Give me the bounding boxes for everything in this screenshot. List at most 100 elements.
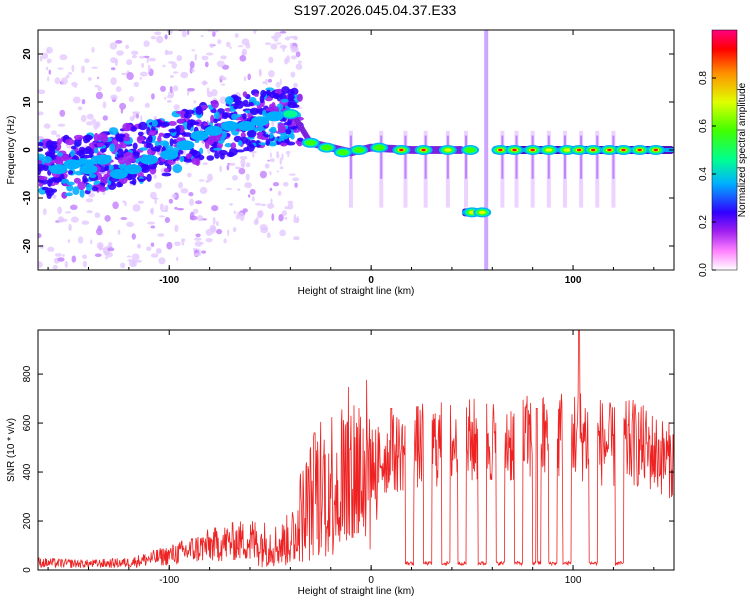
speckle (168, 91, 171, 96)
speckle (237, 188, 241, 191)
speckle (216, 220, 219, 227)
amplitude-blob (621, 148, 626, 152)
speckle (216, 228, 223, 235)
speckle (95, 91, 103, 100)
amplitude-blob (283, 110, 298, 118)
ridge-cell (68, 170, 74, 175)
speckle (234, 33, 239, 38)
ridge-cell (175, 110, 186, 115)
speckle (166, 241, 173, 250)
speckle (68, 223, 72, 232)
speckle (94, 253, 102, 257)
speckle (57, 257, 65, 262)
x-tick-label: 0 (368, 275, 374, 286)
ridge-cell (155, 147, 161, 153)
speckle (38, 283, 41, 287)
ridge-cell (242, 99, 249, 106)
ridge-cell (94, 147, 99, 154)
broadband-streak (484, 30, 489, 270)
speckle (176, 55, 183, 62)
speckle (204, 61, 209, 68)
speckle (254, 203, 262, 206)
speckle (110, 57, 117, 64)
speckle (148, 57, 156, 62)
speckle (232, 175, 238, 181)
ridge-cell (52, 188, 57, 193)
speckle (174, 206, 178, 210)
amplitude-blob (265, 111, 284, 122)
speckle (276, 170, 280, 173)
amplitude-blob (109, 169, 128, 179)
speckle (120, 108, 124, 114)
speckle (102, 115, 109, 121)
speckle (282, 181, 289, 187)
ridge-cell (60, 178, 70, 184)
speckle (181, 239, 185, 246)
speckle (81, 99, 86, 105)
speckle (275, 81, 281, 88)
speckle (264, 42, 272, 46)
speckle (293, 82, 298, 88)
colorbar-ticks: 0.0 0.2 0.4 0.6 0.8 (698, 71, 716, 277)
speckle (72, 96, 81, 104)
speckle (285, 55, 291, 63)
speckle (209, 224, 217, 232)
speckle (238, 168, 246, 175)
speckle (287, 154, 290, 158)
ridge-cell (100, 148, 106, 154)
speckle (176, 207, 185, 211)
ridge-cell (116, 135, 123, 142)
ridge-cell (248, 101, 254, 106)
speckle (245, 173, 250, 181)
speckle (104, 271, 110, 277)
ridge-cell (183, 159, 194, 163)
y-tick-label: 10 (22, 96, 33, 108)
y-tick-label: 0 (22, 147, 33, 153)
speckle (279, 166, 284, 170)
speckle (288, 173, 296, 176)
speckle (102, 101, 107, 109)
speckle (202, 162, 208, 166)
speckle (91, 66, 98, 69)
speckle (268, 56, 274, 64)
ridge-cell (265, 107, 272, 112)
speckle (245, 162, 251, 168)
speckle (265, 78, 268, 86)
ridge-cell (108, 127, 119, 135)
ridge-cell (266, 89, 271, 94)
speckle (206, 91, 213, 98)
colorbar: 0.0 0.2 0.4 0.6 0.8 Normalized spectral ampl… (698, 29, 748, 277)
y-tick-label: 0 (22, 567, 33, 573)
ridge-cell (38, 163, 45, 172)
ridge-cell (213, 111, 220, 120)
speckle (42, 208, 47, 216)
speckle (146, 246, 152, 252)
ridge-cell (281, 98, 289, 103)
speckle (71, 81, 78, 87)
ridge-cell (96, 184, 102, 188)
speckle (45, 66, 49, 71)
colorbar-tick-label: 0.2 (698, 215, 709, 229)
speckle (281, 210, 287, 216)
speckle (272, 182, 280, 187)
speckle (273, 37, 279, 42)
speckle (151, 93, 155, 100)
speckle (112, 201, 119, 210)
speckle (59, 54, 68, 61)
speckle (269, 152, 272, 158)
ridge-cell (230, 142, 237, 149)
amplitude-blob (545, 148, 553, 152)
speckle (164, 204, 169, 212)
ridge-cell (138, 121, 148, 131)
ridge-cell (219, 153, 225, 160)
ridge-cell (189, 119, 194, 128)
speckle (194, 241, 203, 247)
speckle (194, 237, 202, 241)
speckle (229, 46, 232, 49)
streak (563, 135, 566, 179)
speckle (219, 96, 227, 104)
streak (612, 135, 615, 179)
amplitude-blob (190, 130, 209, 141)
speckle (141, 62, 145, 68)
